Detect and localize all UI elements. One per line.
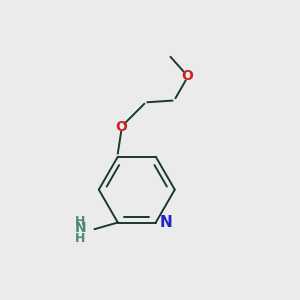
Text: O: O — [181, 69, 193, 83]
Text: N: N — [160, 215, 173, 230]
Text: H: H — [75, 215, 85, 228]
Text: N: N — [75, 221, 86, 235]
Text: O: O — [115, 120, 127, 134]
Text: H: H — [75, 232, 85, 244]
